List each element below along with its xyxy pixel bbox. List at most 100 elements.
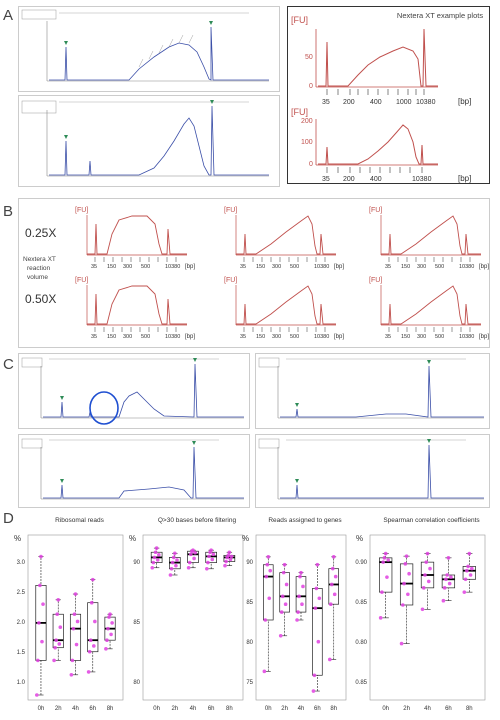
d-point (175, 558, 179, 562)
d-point (426, 579, 431, 584)
d-point (108, 612, 112, 617)
b-tick-label: 300 (272, 334, 281, 340)
d-y-tick: 85 (133, 620, 140, 626)
d-point (284, 582, 289, 587)
b-tick-label: 500 (141, 264, 150, 270)
d-point (382, 556, 387, 560)
d-point (35, 693, 39, 697)
b-tick-label: 150 (401, 264, 410, 270)
a2-y-0: 0 (309, 161, 313, 168)
d-point (190, 549, 194, 554)
d-point (423, 573, 427, 577)
d-box (312, 588, 323, 676)
d-point (228, 557, 233, 562)
b-fu-label: [FU] (75, 277, 88, 284)
bp-label-1: [bp] (458, 97, 471, 106)
panel-label-b: B (3, 203, 14, 220)
b-tick-label: 300 (272, 264, 281, 270)
b-bp-label: [bp] (334, 334, 344, 340)
d-x-tick: 8h (107, 706, 114, 712)
d-x-tick: 2h (171, 706, 178, 712)
a2-tick-200: 200 (343, 176, 355, 183)
d-y-tick: 0.80 (355, 640, 367, 646)
d-point (153, 550, 158, 555)
b-tick-label: 10380 (314, 264, 329, 270)
d-point (266, 555, 271, 559)
d-point (386, 558, 390, 562)
d-point (151, 560, 156, 565)
d-point (187, 560, 192, 565)
row-label-025x: 0.25X (25, 226, 56, 240)
b-tick-label: 500 (290, 264, 299, 270)
d-point (107, 615, 111, 619)
d-x-tick: 8h (466, 706, 473, 712)
nextera-caption: Nextera XT example plots (396, 11, 484, 20)
d-point (331, 555, 336, 559)
panel-b-box: 0.25X Nextera XT reaction volume 0.50X [… (18, 198, 490, 348)
d-x-tick: 0h (38, 706, 45, 712)
d-point (86, 670, 91, 674)
d-y-tick: 2.5 (17, 590, 26, 596)
d-plot-frame (27, 534, 124, 701)
d-point (207, 554, 211, 559)
bioanalyzer-trace-c2 (255, 353, 490, 429)
a2-tick-35: 35 (322, 176, 330, 183)
b-fu-label: [FU] (224, 207, 237, 214)
d-point (441, 598, 446, 603)
d-point (333, 574, 338, 579)
d-x-tick: 6h (208, 706, 215, 712)
d-point (90, 577, 95, 582)
d-point (36, 658, 40, 663)
d-x-tick: 8h (330, 706, 337, 712)
a1-tick-35: 35 (322, 99, 330, 106)
b-trace-line (236, 285, 336, 325)
b-tick-label: 35 (385, 334, 391, 340)
d-point (206, 560, 210, 565)
d-point (57, 642, 62, 646)
d-point (264, 574, 269, 579)
a2-y-100: 100 (301, 139, 313, 146)
d-point (262, 669, 267, 674)
d-point (173, 551, 177, 556)
d-x-tick: 2h (55, 706, 62, 712)
d-point (210, 557, 215, 562)
d-point (332, 592, 337, 597)
a1-tick-200: 200 (343, 99, 355, 106)
b-fu-label: [FU] (369, 207, 382, 214)
fu-label-1: [FU] (291, 15, 308, 25)
d-x-tick: 6h (445, 706, 452, 712)
d-point (54, 638, 58, 642)
d-point (445, 573, 449, 577)
d-x-tick: 6h (314, 706, 321, 712)
d-point (424, 560, 429, 564)
d-x-tick: 8h (226, 706, 233, 712)
d-point (316, 639, 321, 644)
d-point (466, 564, 470, 569)
d-point (315, 562, 320, 567)
d-point (40, 639, 44, 644)
d-point (92, 644, 96, 648)
side-label-2: reaction (27, 265, 51, 272)
d-point (406, 592, 410, 597)
d-point (280, 594, 285, 599)
d-point (211, 552, 216, 557)
d-point (300, 602, 304, 607)
d-y-tick: 2.0 (17, 620, 26, 626)
d-point (425, 551, 430, 556)
d-point (446, 556, 451, 560)
d-point (209, 548, 213, 552)
d-point (428, 566, 432, 571)
bioanalyzer-trace-c3 (18, 434, 250, 508)
d-x-tick: 0h (382, 706, 389, 712)
d-point (75, 619, 80, 624)
d-point (297, 594, 301, 599)
d-point (317, 596, 322, 601)
b-tick-label: 300 (123, 264, 132, 270)
d-plot-frame (142, 534, 244, 701)
d-point (299, 570, 303, 575)
d-point (37, 621, 41, 625)
a1-tick-10380: 10380 (416, 99, 436, 106)
d-box (328, 568, 339, 605)
b-trace-line (381, 285, 481, 325)
d-point (328, 602, 333, 607)
